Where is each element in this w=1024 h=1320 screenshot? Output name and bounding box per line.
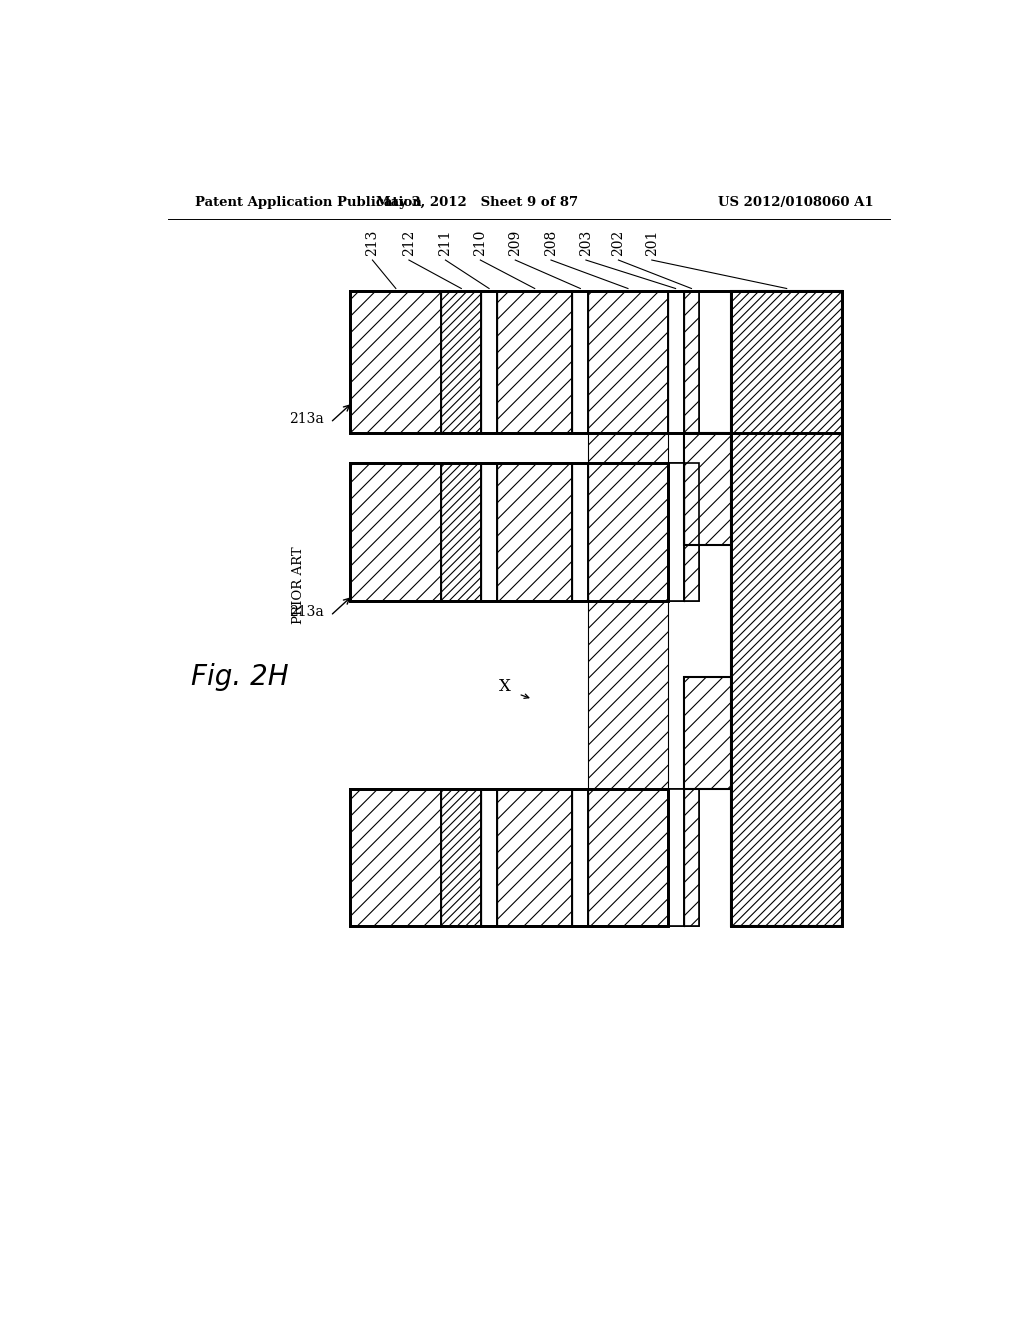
Bar bbox=[588, 788, 668, 925]
Bar bbox=[350, 788, 668, 925]
Text: 211: 211 bbox=[438, 230, 453, 256]
Text: 213a: 213a bbox=[289, 412, 324, 425]
Bar bbox=[588, 788, 668, 925]
Bar bbox=[350, 463, 668, 601]
Bar bbox=[588, 290, 668, 925]
Bar bbox=[684, 677, 731, 788]
Bar bbox=[668, 290, 684, 433]
Bar bbox=[350, 290, 441, 433]
Text: X: X bbox=[499, 678, 511, 696]
Text: 209: 209 bbox=[508, 230, 522, 256]
Bar bbox=[350, 290, 441, 433]
Text: PRIOR ART: PRIOR ART bbox=[292, 546, 305, 624]
Bar bbox=[668, 290, 684, 433]
Bar bbox=[684, 788, 699, 925]
Bar bbox=[441, 463, 481, 601]
Text: 213a: 213a bbox=[289, 605, 324, 619]
Bar bbox=[684, 788, 699, 925]
Bar bbox=[668, 788, 684, 925]
Bar bbox=[497, 290, 572, 433]
Bar bbox=[684, 677, 731, 788]
Bar bbox=[350, 788, 441, 925]
Bar bbox=[441, 463, 481, 601]
Bar bbox=[572, 290, 588, 433]
Bar bbox=[497, 788, 572, 925]
Text: 201: 201 bbox=[645, 230, 658, 256]
Bar bbox=[588, 463, 668, 601]
Bar bbox=[497, 463, 572, 601]
Bar bbox=[350, 290, 842, 433]
Text: 208: 208 bbox=[544, 230, 558, 256]
Bar bbox=[481, 788, 497, 925]
Text: Patent Application Publication: Patent Application Publication bbox=[196, 195, 422, 209]
Bar bbox=[441, 788, 481, 925]
Bar bbox=[350, 463, 441, 601]
Text: 212: 212 bbox=[402, 230, 416, 256]
Bar bbox=[572, 788, 588, 925]
Bar bbox=[481, 788, 497, 925]
Bar bbox=[481, 463, 497, 601]
Bar bbox=[350, 463, 668, 601]
Bar bbox=[731, 290, 843, 925]
Bar bbox=[731, 290, 843, 925]
Text: 213: 213 bbox=[366, 230, 380, 256]
Bar bbox=[588, 290, 668, 433]
Bar bbox=[588, 463, 668, 601]
Bar bbox=[684, 290, 699, 433]
Text: US 2012/0108060 A1: US 2012/0108060 A1 bbox=[719, 195, 873, 209]
Bar bbox=[441, 290, 481, 433]
Bar bbox=[481, 290, 497, 433]
Bar bbox=[350, 788, 668, 925]
Bar bbox=[481, 290, 497, 433]
Bar bbox=[572, 463, 588, 601]
Text: 210: 210 bbox=[473, 230, 487, 256]
Bar bbox=[497, 788, 572, 925]
Bar bbox=[441, 290, 481, 433]
Bar bbox=[572, 788, 588, 925]
Text: Fig. 2H: Fig. 2H bbox=[191, 663, 289, 690]
Text: 203: 203 bbox=[579, 230, 593, 256]
Text: May 3, 2012   Sheet 9 of 87: May 3, 2012 Sheet 9 of 87 bbox=[376, 195, 579, 209]
Bar bbox=[350, 290, 842, 433]
Bar bbox=[684, 290, 699, 433]
Bar bbox=[350, 788, 441, 925]
Bar bbox=[588, 290, 668, 433]
Text: 202: 202 bbox=[611, 230, 626, 256]
Bar bbox=[572, 290, 588, 433]
Bar bbox=[497, 463, 572, 601]
Bar bbox=[350, 463, 441, 601]
Bar bbox=[684, 463, 699, 601]
Bar bbox=[731, 290, 843, 925]
Bar bbox=[497, 290, 572, 433]
Bar bbox=[684, 463, 699, 601]
Bar bbox=[668, 463, 684, 601]
Bar bbox=[572, 463, 588, 601]
Bar bbox=[668, 463, 684, 601]
Bar bbox=[684, 433, 731, 545]
Bar bbox=[668, 788, 684, 925]
Bar bbox=[481, 463, 497, 601]
Bar bbox=[684, 433, 731, 545]
Bar bbox=[441, 788, 481, 925]
